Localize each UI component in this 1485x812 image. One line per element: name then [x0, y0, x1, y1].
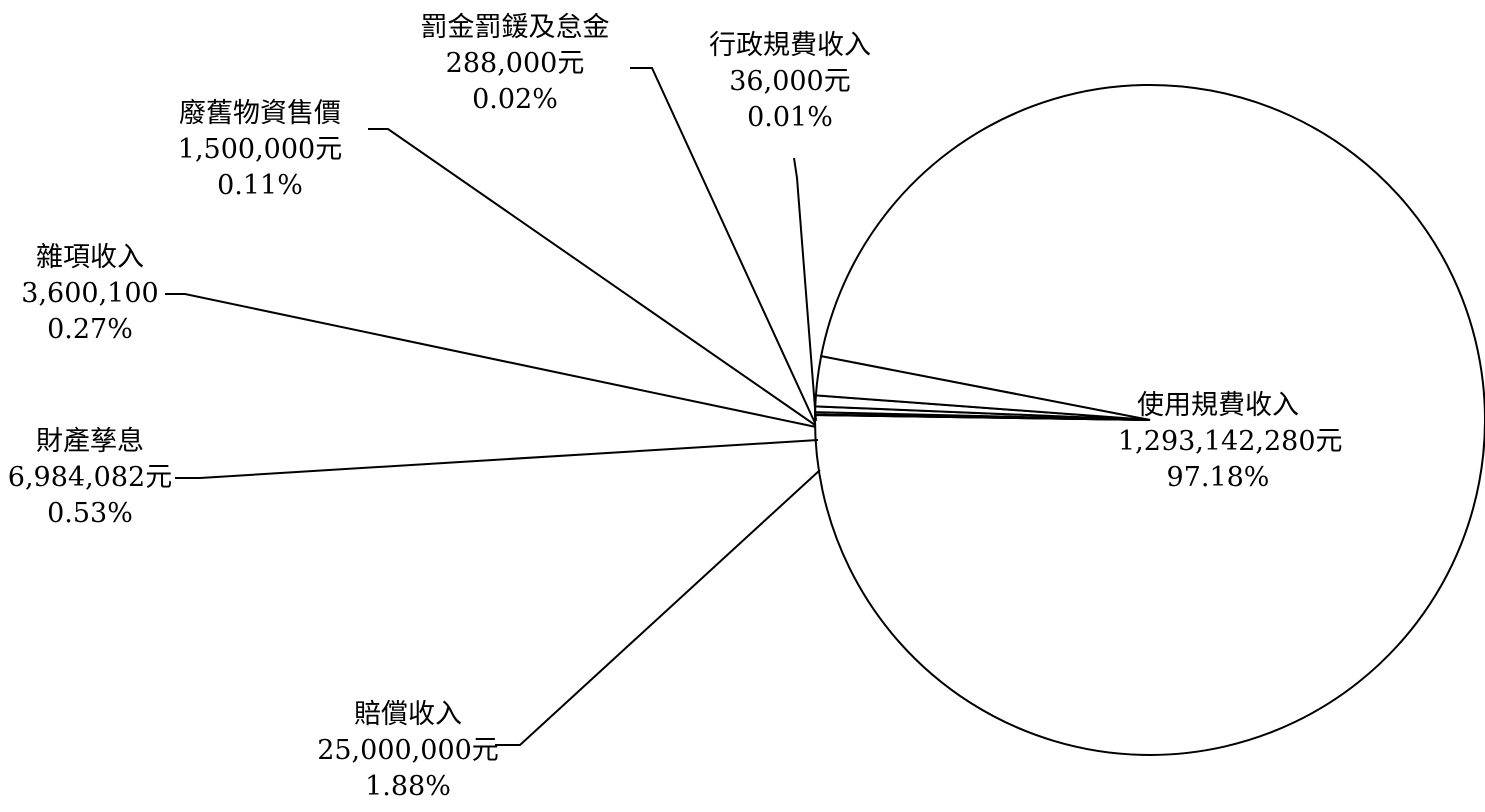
- slice-label-property-income: 財產孳息 6,984,082元 0.53%: [0, 424, 180, 532]
- slice-amount: 25,000,000元: [317, 735, 499, 766]
- leader-line-5: [630, 67, 816, 424]
- slice-label-fines: 罰金罰鍰及怠金 288,000元 0.02%: [405, 10, 625, 118]
- leader-line-1: [495, 469, 821, 746]
- slice-amount: 3,600,100: [21, 278, 159, 309]
- pie-slice-1: [814, 355, 1151, 421]
- slice-percent: 0.11%: [217, 170, 303, 201]
- slice-amount: 6,984,082元: [7, 462, 173, 493]
- slice-percent: 1.88%: [365, 771, 451, 802]
- leader-line-4: [368, 128, 816, 426]
- slice-name: 行政規費收入: [709, 30, 871, 61]
- leader-line-2: [175, 439, 819, 479]
- leader-line-6: [793, 157, 817, 422]
- slice-label-misc-income: 雜項收入 3,600,100 0.27%: [0, 240, 180, 348]
- slice-percent: 0.53%: [47, 498, 133, 529]
- slice-percent: 0.27%: [47, 314, 133, 345]
- slice-name: 雜項收入: [36, 242, 144, 273]
- slice-label-usage-fee: 使用規費收入 1,293,142,280元 97.18%: [1118, 388, 1343, 496]
- slice-name: 使用規費收入: [1137, 390, 1299, 421]
- slice-name: 廢舊物資售價: [179, 98, 341, 129]
- slice-amount: 36,000元: [729, 66, 851, 97]
- leader-line-3: [165, 293, 817, 428]
- slice-amount: 1,293,142,280元: [1118, 426, 1343, 457]
- slice-amount: 1,500,000元: [177, 134, 343, 165]
- slice-name: 賠償收入: [354, 699, 462, 730]
- slice-amount: 288,000元: [445, 48, 585, 79]
- slice-name: 財產孳息: [36, 426, 144, 457]
- slice-percent: 97.18%: [1166, 462, 1270, 493]
- slice-label-scrap-sales: 廢舊物資售價 1,500,000元 0.11%: [160, 96, 360, 204]
- leader-lines: [165, 67, 821, 746]
- slice-label-compensation: 賠償收入 25,000,000元 1.88%: [298, 697, 518, 805]
- slice-percent: 0.01%: [747, 102, 833, 133]
- slice-percent: 0.02%: [472, 84, 558, 115]
- slice-label-admin-fee: 行政規費收入 36,000元 0.01%: [690, 28, 890, 136]
- slice-name: 罰金罰鍰及怠金: [420, 12, 610, 43]
